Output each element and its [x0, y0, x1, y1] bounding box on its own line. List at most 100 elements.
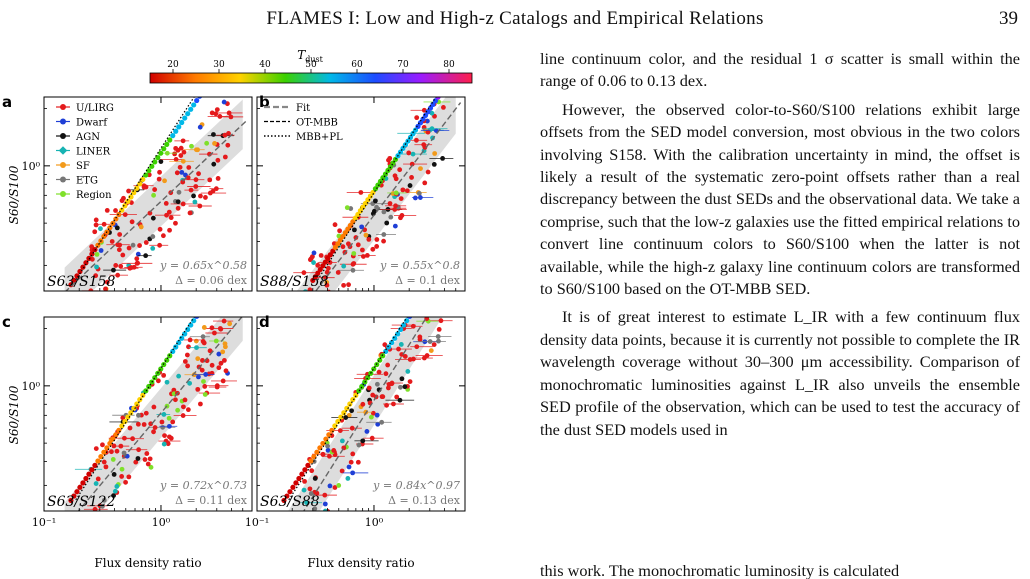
- data-point: [327, 260, 333, 265]
- model-track-point: [440, 87, 445, 92]
- data-point: [220, 378, 226, 384]
- data-point: [308, 491, 314, 496]
- data-point: [440, 155, 445, 161]
- data-point: [364, 429, 370, 434]
- data-point: [398, 384, 403, 390]
- fit-scatter: Δ = 0.06 dex: [175, 274, 248, 287]
- y-tick-label: 10⁰: [22, 380, 41, 393]
- legend-label: Dwarf: [76, 118, 108, 129]
- data-point: [317, 297, 322, 302]
- data-point: [352, 227, 357, 233]
- data-point: [106, 515, 111, 520]
- data-point: [374, 204, 379, 210]
- data-point: [193, 184, 199, 189]
- data-point: [372, 198, 378, 204]
- data-point: [104, 207, 110, 213]
- data-point: [406, 150, 412, 156]
- data-point: [368, 414, 374, 420]
- model-track-point: [236, 37, 241, 42]
- data-point: [322, 492, 328, 498]
- data-point: [223, 368, 229, 374]
- data-point: [380, 394, 386, 400]
- data-point: [209, 370, 215, 376]
- data-point: [312, 506, 318, 511]
- model-track-point: [320, 440, 326, 447]
- data-point: [327, 483, 333, 489]
- data-point: [142, 457, 148, 462]
- data-point: [189, 143, 194, 149]
- data-point: [412, 195, 418, 201]
- model-track-point: [188, 322, 194, 328]
- data-point: [136, 412, 141, 418]
- fit-equation: y = 0.65x^0.58: [159, 259, 247, 272]
- data-point: [374, 244, 380, 249]
- data-point: [346, 282, 351, 288]
- data-point: [194, 147, 199, 153]
- data-point: [430, 310, 435, 315]
- data-point: [430, 296, 435, 301]
- data-point: [200, 334, 206, 340]
- data-point: [197, 124, 203, 130]
- data-point: [210, 188, 216, 194]
- data-point: [314, 490, 320, 496]
- colorbar-tick-label: 40: [259, 60, 271, 70]
- data-point: [193, 177, 199, 183]
- data-point: [414, 137, 419, 143]
- x-tick-label: 10⁻¹: [245, 516, 269, 529]
- mbb-pl-line: [288, 317, 408, 501]
- data-point: [318, 253, 324, 258]
- panel-letter: b: [259, 93, 270, 111]
- model-track-point: [389, 340, 395, 346]
- data-point: [143, 240, 149, 245]
- data-point: [323, 306, 328, 311]
- data-point: [409, 161, 415, 167]
- data-point: [157, 242, 163, 248]
- data-point: [180, 179, 186, 185]
- model-track-point: [131, 405, 137, 411]
- data-point: [104, 279, 110, 285]
- legend-models: Fit OT-MBB MBB+PL: [264, 103, 343, 143]
- data-point: [209, 362, 215, 368]
- model-track-point: [86, 471, 92, 477]
- data-point: [387, 155, 393, 161]
- model-track-point: [203, 301, 208, 306]
- data-point: [152, 187, 158, 192]
- data-point: [145, 461, 151, 467]
- color-pair-label: S88/S158: [260, 274, 329, 290]
- data-point: [414, 115, 420, 121]
- data-point: [410, 323, 416, 329]
- colorbar-tick-label: 50: [305, 60, 317, 70]
- model-track-point: [314, 449, 320, 455]
- model-track-point: [311, 453, 317, 460]
- data-point: [201, 325, 207, 330]
- data-point: [393, 203, 398, 209]
- data-point: [306, 334, 311, 339]
- data-point: [175, 199, 181, 205]
- model-track-point: [194, 317, 200, 319]
- data-point: [178, 153, 184, 158]
- data-point: [215, 176, 221, 181]
- data-point: [117, 232, 123, 237]
- data-point: [421, 355, 427, 361]
- data-point: [350, 470, 356, 476]
- model-track-point: [71, 493, 77, 499]
- panel-plot-area: [64, 301, 243, 520]
- data-point: [331, 291, 336, 296]
- data-point: [360, 438, 366, 444]
- data-point: [339, 438, 345, 444]
- data-point: [95, 476, 101, 482]
- data-point: [213, 186, 219, 192]
- data-point: [171, 387, 177, 393]
- model-track-point: [371, 366, 377, 372]
- data-point: [216, 365, 222, 371]
- data-point: [438, 318, 444, 324]
- data-point: [93, 222, 99, 228]
- data-point: [332, 485, 338, 490]
- data-point: [435, 334, 441, 339]
- model-track-point: [417, 120, 424, 126]
- model-track-point: [340, 233, 346, 240]
- legend-label: AGN: [75, 132, 100, 143]
- data-point: [375, 421, 381, 427]
- legend-label: U/LIRG: [76, 103, 114, 114]
- data-point: [407, 183, 413, 188]
